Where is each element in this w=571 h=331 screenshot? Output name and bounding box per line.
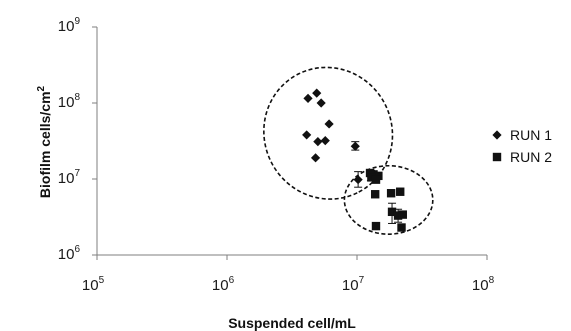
- legend-marker-diamond: [492, 130, 502, 140]
- run-2-point: [386, 189, 396, 198]
- legend-label: RUN 1: [510, 127, 552, 143]
- y-tick-base: 10: [58, 170, 75, 187]
- y-tick-label: 106: [58, 244, 81, 263]
- run-1-point: [310, 153, 321, 163]
- x-tick-exponent: 7: [359, 275, 365, 286]
- x-axis-label: Suspended cell/mL: [228, 315, 356, 331]
- run-1-point: [353, 175, 363, 185]
- run-1-point: [316, 98, 326, 108]
- run-2-point: [367, 173, 376, 182]
- x-tick-label: 105: [82, 275, 105, 294]
- y-tick-base: 10: [58, 94, 75, 111]
- x-tick-label: 108: [472, 275, 495, 294]
- y-tick-label: 107: [58, 168, 81, 187]
- axes: [92, 26, 488, 260]
- run-1-point: [324, 119, 334, 129]
- y-axis-label-superscript: 2: [36, 85, 47, 91]
- data-points: [302, 88, 407, 232]
- run-2-point: [397, 223, 406, 232]
- x-tick-label: 107: [342, 275, 365, 294]
- legend: RUN 1 RUN 2: [492, 127, 552, 165]
- legend-label: RUN 2: [510, 149, 552, 165]
- run-1-point: [302, 130, 312, 140]
- y-tick-exponent: 9: [74, 16, 80, 27]
- run-2-point: [370, 190, 380, 199]
- run-2-point: [371, 221, 381, 231]
- x-tick-base: 10: [212, 277, 229, 294]
- x-tick-base: 10: [342, 277, 359, 294]
- y-tick-exponent: 6: [74, 244, 80, 255]
- run-1-point: [320, 136, 330, 146]
- y-axis-label-text: Biofilm cells/cm: [37, 91, 53, 198]
- run-1-point: [303, 93, 313, 103]
- x-tick-base: 10: [472, 277, 489, 294]
- run-2-point: [396, 187, 405, 196]
- group-ellipses: [263, 66, 434, 235]
- y-tick-base: 10: [58, 18, 75, 35]
- y-tick-exponent: 8: [74, 92, 80, 103]
- run-1-point: [350, 141, 360, 151]
- x-tick-exponent: 8: [489, 275, 495, 286]
- run-1-point: [313, 137, 323, 147]
- y-tick-exponent: 7: [74, 168, 80, 179]
- run-2-point: [387, 207, 397, 217]
- y-axis-label: Biofilm cells/cm2: [36, 85, 53, 198]
- x-tick-label: 106: [212, 275, 235, 294]
- y-tick-label: 108: [58, 92, 81, 111]
- run-2-point: [398, 210, 407, 219]
- run-2-point: [393, 211, 403, 220]
- y-tick-base: 10: [58, 246, 75, 263]
- ellipse-run-2: [343, 164, 434, 235]
- run-2-point: [371, 175, 381, 184]
- x-tick-exponent: 6: [229, 275, 235, 286]
- legend-marker-square: [492, 152, 502, 162]
- x-tick-exponent: 5: [99, 275, 105, 286]
- x-tick-base: 10: [82, 277, 99, 294]
- y-tick-label: 109: [58, 16, 81, 35]
- run-1-point: [312, 88, 322, 98]
